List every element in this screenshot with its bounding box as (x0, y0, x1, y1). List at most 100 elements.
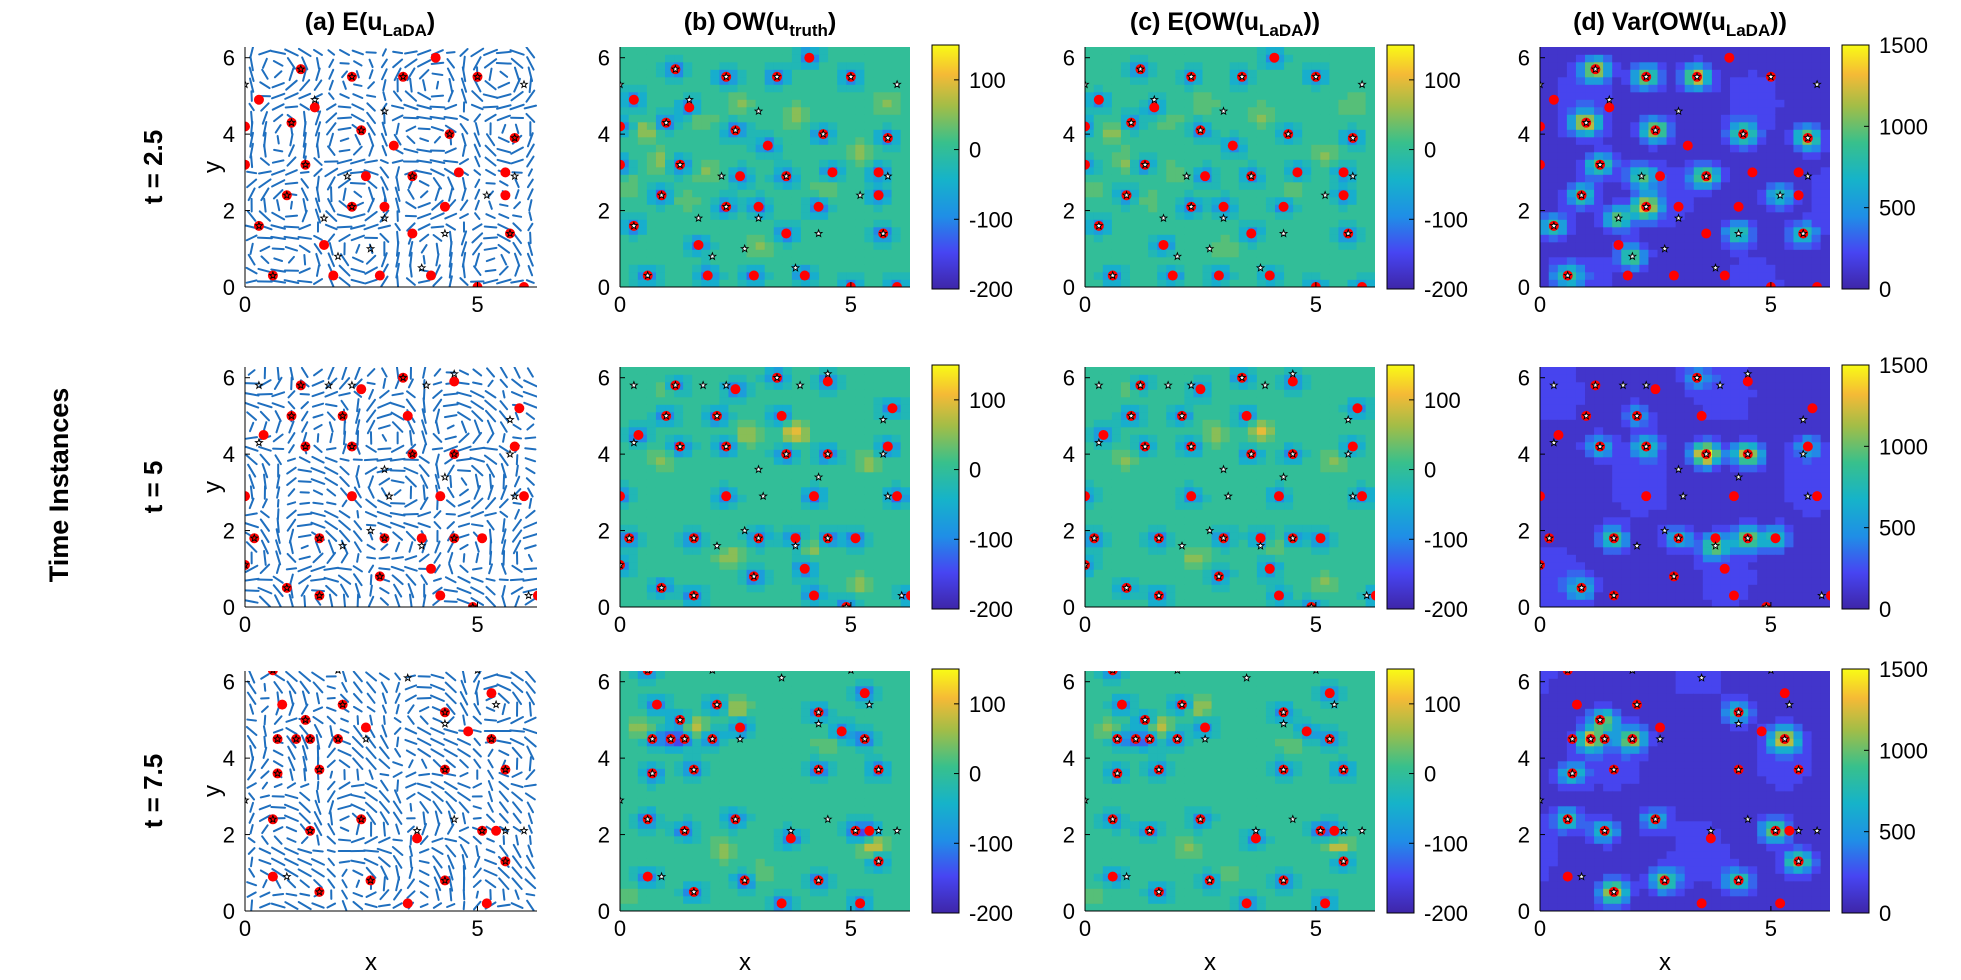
contour-cell (719, 129, 730, 138)
contour-cell (1202, 106, 1213, 115)
contour-cell (1630, 174, 1640, 183)
contour-cell (1247, 69, 1258, 78)
quiver-arrow (448, 251, 453, 268)
contour-cell (637, 271, 648, 280)
contour-cell (1202, 204, 1213, 213)
contour-cell (728, 404, 739, 413)
contour-cell (1657, 144, 1668, 153)
contour-cell (1111, 54, 1122, 63)
contour-cell (728, 196, 739, 205)
contour-cell (1356, 54, 1367, 63)
quiver-arrow (407, 378, 414, 389)
estimated-point (1710, 263, 1721, 272)
contour-cell (692, 256, 702, 265)
contour-cell (1193, 211, 1204, 220)
contour-cell (882, 166, 893, 175)
quiver-arrow (356, 510, 360, 519)
observed-point (1213, 270, 1224, 281)
contour-cell (846, 256, 856, 265)
contour-cell (782, 196, 793, 205)
contour-cell (628, 136, 639, 145)
contour-cell (1666, 61, 1677, 70)
contour-cell (683, 226, 693, 235)
quiver-arrow (263, 131, 267, 148)
colorbar-gradient (1386, 44, 1415, 290)
contour-cell (1603, 174, 1613, 183)
contour-cell (1157, 219, 1167, 228)
contour-cell (1265, 159, 1276, 168)
contour-cell (646, 241, 657, 250)
contour-cell (755, 256, 766, 265)
contour-cell (728, 441, 739, 450)
quiver-arrow (367, 486, 375, 499)
contour-cell (1621, 136, 1631, 145)
contour-cell (737, 441, 748, 450)
contour-cell (1193, 76, 1204, 85)
contour-cell (1666, 159, 1677, 168)
contour-cell (1657, 181, 1668, 190)
contour-cell (1302, 264, 1312, 273)
contour-cell (737, 456, 748, 465)
contour-cell (1265, 129, 1276, 138)
quiver-arrow (286, 477, 297, 486)
contour-cell (1347, 256, 1358, 265)
contour-cell (1720, 219, 1731, 228)
contour-cell (665, 404, 675, 413)
quiver-arrow (446, 67, 455, 82)
contour-cell (1329, 114, 1340, 123)
contour-cell (683, 249, 693, 258)
observed-point (684, 102, 695, 113)
contour-cell (1102, 234, 1113, 243)
contour-cell (1585, 204, 1595, 213)
contour-cell (683, 121, 693, 130)
contour-cell (1102, 159, 1113, 168)
quiver-arrow (313, 48, 323, 56)
quiver-arrow (260, 539, 269, 555)
contour-cell (683, 426, 693, 435)
quiver-arrow (403, 147, 419, 154)
quiver-arrow (260, 255, 270, 265)
contour-cell (665, 271, 675, 280)
contour-cell (1175, 99, 1185, 108)
quiver-arrow (513, 201, 521, 210)
contour-cell (764, 91, 775, 100)
markers (1540, 52, 1823, 287)
contour-cell (1612, 84, 1622, 93)
contour-cell (746, 256, 757, 265)
contour-cell (701, 389, 711, 398)
estimated-point (510, 133, 520, 142)
contour-cell (1693, 279, 1704, 287)
quiver-arrow (258, 445, 272, 452)
contour-cell (837, 159, 847, 168)
contour-cell (891, 256, 902, 265)
contour-cell (846, 91, 856, 100)
contour-cell (683, 271, 693, 280)
contour-cell (620, 516, 630, 525)
contour-cell (1802, 84, 1813, 93)
contour-cell (746, 91, 757, 100)
contour-cell (1265, 256, 1276, 265)
quiver-arrow (310, 511, 326, 518)
contour-cell (1702, 136, 1713, 145)
contour-cell (1302, 106, 1312, 115)
quiver-arrow (456, 598, 472, 605)
contour-cell (1284, 91, 1294, 100)
quiver-arrow (275, 550, 282, 566)
contour-cell (728, 396, 739, 405)
contour-cell (674, 426, 684, 435)
quiver-arrow (416, 159, 433, 164)
contour-cell (1575, 271, 1586, 280)
contour-cell (1657, 166, 1668, 175)
contour-cell (637, 584, 648, 593)
contour-cell (1748, 61, 1758, 70)
contour-cell (1684, 211, 1695, 220)
contour-cell (1238, 219, 1249, 228)
contour-cell (655, 374, 666, 383)
observed-point (328, 270, 339, 281)
contour-cell (1202, 159, 1213, 168)
contour-cell (1557, 69, 1568, 78)
contour-cell (755, 404, 766, 413)
quiver-arrow (339, 253, 350, 267)
contour-cell (1139, 84, 1149, 93)
contour-cell (683, 479, 693, 488)
